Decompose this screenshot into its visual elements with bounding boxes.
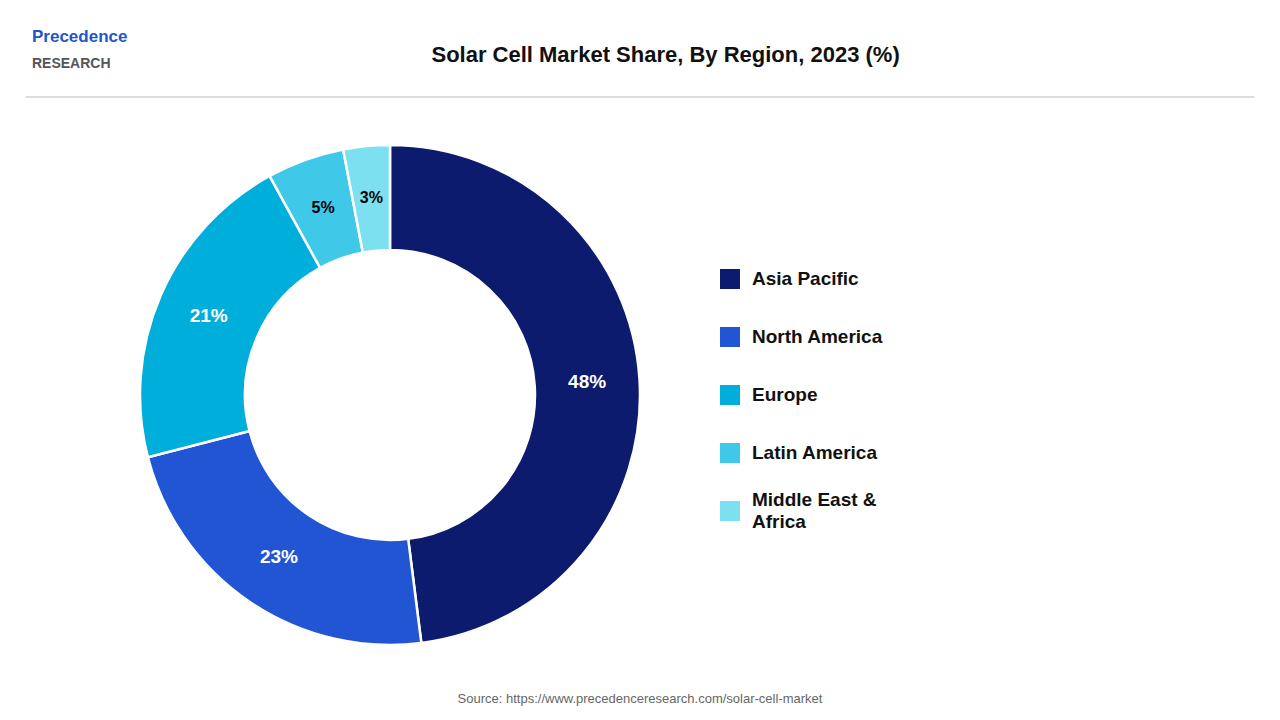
legend: Asia Pacific North America Europe Latin Ame… (720, 268, 883, 532)
logo-sub: RESEARCH (32, 55, 111, 71)
legend-swatch (720, 327, 740, 347)
legend-swatch (720, 501, 740, 521)
legend-label: Asia Pacific (752, 268, 859, 289)
legend-label-line: North America (752, 326, 883, 347)
legend-label: Middle East &Africa (752, 489, 877, 532)
data-labels: 48% 23% 21% 5% 3% (190, 189, 607, 568)
data-label: 3% (360, 189, 383, 206)
legend-label: Latin America (752, 442, 877, 463)
legend-item: Latin America (720, 442, 877, 463)
legend-item: Europe (720, 384, 817, 405)
legend-label-line: Asia Pacific (752, 268, 859, 289)
data-label: 48% (568, 371, 606, 392)
legend-label-line: Europe (752, 384, 817, 405)
legend-label: Europe (752, 384, 817, 405)
legend-item: Middle East &Africa (720, 489, 877, 532)
source-note: Source: https://www.precedenceresearch.c… (458, 691, 823, 706)
chart-title: Solar Cell Market Share, By Region, 2023… (431, 42, 899, 67)
legend-item: North America (720, 326, 883, 347)
legend-label: North America (752, 326, 883, 347)
legend-swatch (720, 269, 740, 289)
slice (343, 145, 390, 253)
legend-label-line: Africa (752, 511, 806, 532)
slice (148, 431, 421, 645)
separator (26, 96, 1255, 97)
legend-swatch (720, 385, 740, 405)
data-label: 21% (190, 305, 228, 326)
legend-item: Asia Pacific (720, 268, 859, 289)
logo-name: Precedence (32, 27, 127, 46)
legend-label-line: Middle East & (752, 489, 877, 510)
data-label: 5% (312, 199, 335, 216)
legend-swatch (720, 443, 740, 463)
legend-label-line: Latin America (752, 442, 877, 463)
slice (390, 145, 640, 643)
chart-root: Solar Cell Market Share, By Region, 2023… (0, 0, 1280, 720)
data-label: 23% (260, 546, 298, 567)
donut (140, 145, 640, 645)
